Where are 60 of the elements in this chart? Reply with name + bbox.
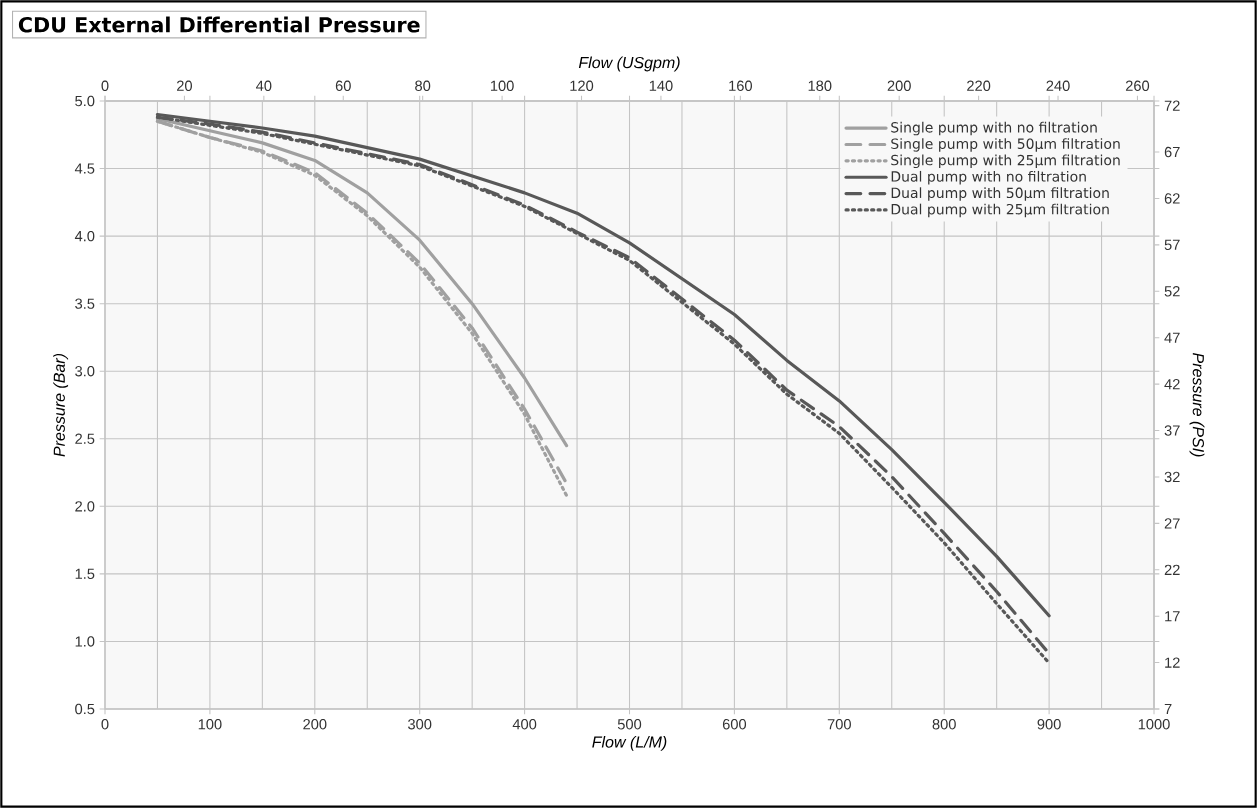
y2-tick-label: 67 <box>1164 146 1180 158</box>
x-tick-label: 800 <box>932 719 956 730</box>
y2-axis-title: Pressure (PSI) <box>1189 353 1205 457</box>
x2-tick-label: 120 <box>570 80 594 91</box>
x2-tick-label: 0 <box>101 80 109 91</box>
x-tick-label: 400 <box>512 719 537 730</box>
legend-label: Dual pump with 25µm filtration <box>891 203 1109 218</box>
legend-label: Dual pump with 50µm filtration <box>891 187 1109 201</box>
y2-tick-label: 37 <box>1164 425 1180 436</box>
y2-tick-label: 12 <box>1165 657 1180 668</box>
x-tick-label: 0 <box>101 719 109 730</box>
x2-tick-label: 220 <box>967 80 991 91</box>
y2-tick-label: 72 <box>1164 100 1180 111</box>
x-tick-label: 100 <box>198 719 222 730</box>
y-tick-label: 3.0 <box>75 366 95 377</box>
y-tick-label: 4.5 <box>74 163 95 174</box>
x-tick-label: 200 <box>303 719 327 730</box>
x2-tick-label: 20 <box>177 80 192 91</box>
x-tick-label: 900 <box>1037 719 1061 730</box>
y-tick-label: 1.5 <box>75 568 95 580</box>
x2-tick-label: 140 <box>649 80 673 91</box>
x-tick-label: 1000 <box>1138 719 1170 730</box>
y-axis-title: Pressure (Bar) <box>53 353 69 457</box>
y-tick-label: 0.5 <box>75 703 95 715</box>
y-tick-label: 2.5 <box>75 433 95 444</box>
x2-tick-label: 240 <box>1046 80 1070 91</box>
y-tick-label: 4.0 <box>74 230 95 242</box>
y2-tick-label: 22 <box>1164 564 1180 575</box>
x2-tick-label: 100 <box>490 80 514 91</box>
x2-axis-title: Flow (USgpm) <box>578 56 680 72</box>
x-tick-label: 600 <box>722 719 747 730</box>
y2-tick-label: 52 <box>1164 286 1180 297</box>
y2-tick-label: 62 <box>1164 193 1180 204</box>
x-axis-title: Flow (L/M) <box>592 735 667 751</box>
y-tick-label: 3.5 <box>75 298 95 309</box>
x-tick-label: 500 <box>617 719 642 730</box>
x2-tick-label: 180 <box>808 80 832 91</box>
y2-tick-label: 17 <box>1165 611 1180 622</box>
y-tick-label: 2.0 <box>75 501 95 512</box>
x2-tick-label: 40 <box>256 80 272 91</box>
y2-tick-label: 7 <box>1164 703 1172 715</box>
x2-tick-label: 60 <box>335 80 351 91</box>
x2-tick-label: 80 <box>415 80 431 91</box>
x-tick-label: 700 <box>827 719 851 730</box>
y2-tick-label: 32 <box>1164 471 1180 483</box>
y2-tick-label: 57 <box>1164 239 1180 250</box>
chart-title: CDU External Differential Pressure <box>18 16 420 33</box>
y-tick-label: 1.0 <box>75 636 95 647</box>
y2-tick-label: 42 <box>1164 379 1180 390</box>
legend-label: Single pump with no filtration <box>891 121 1097 136</box>
y2-tick-label: 47 <box>1164 332 1180 343</box>
legend-label: Dual pump with no filtration <box>891 170 1086 185</box>
x-tick-label: 300 <box>408 719 432 730</box>
x2-tick-label: 260 <box>1125 80 1150 91</box>
x2-tick-label: 200 <box>887 80 911 91</box>
y-tick-label: 5.0 <box>75 95 95 107</box>
legend-label: Single pump with 50µm filtration <box>891 138 1120 152</box>
x2-tick-label: 160 <box>729 80 752 91</box>
y2-tick-label: 27 <box>1164 518 1180 529</box>
legend-label: Single pump with 25µm filtration <box>891 154 1120 169</box>
